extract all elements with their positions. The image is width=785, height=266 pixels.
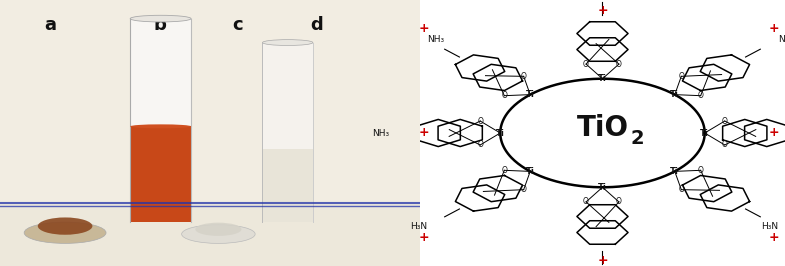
Text: +: +	[418, 127, 429, 139]
Text: Ti: Ti	[526, 90, 535, 99]
Text: Ti: Ti	[526, 167, 535, 176]
Text: NH₃: NH₃	[427, 35, 444, 44]
Bar	[262, 149, 313, 222]
Text: O: O	[616, 197, 622, 206]
Text: O: O	[698, 166, 703, 175]
Text: a: a	[45, 16, 57, 34]
Text: b: b	[153, 16, 166, 34]
Bar	[130, 126, 191, 222]
Text: O: O	[502, 91, 507, 100]
Text: O: O	[678, 72, 685, 81]
Ellipse shape	[195, 223, 242, 236]
Text: Ti: Ti	[598, 183, 607, 192]
Ellipse shape	[262, 40, 313, 45]
Text: Ti: Ti	[598, 74, 607, 83]
Text: +: +	[597, 4, 608, 17]
Text: O: O	[722, 140, 728, 149]
Text: Ti: Ti	[700, 128, 709, 138]
Ellipse shape	[130, 15, 191, 22]
Ellipse shape	[130, 124, 191, 128]
Text: c: c	[232, 16, 243, 34]
Text: O: O	[583, 60, 589, 69]
Ellipse shape	[24, 222, 106, 243]
Text: O: O	[520, 72, 527, 81]
Bar	[0, 0, 420, 202]
Text: Ti: Ti	[670, 90, 679, 99]
Text: O: O	[698, 91, 703, 100]
Text: H₃N: H₃N	[761, 222, 778, 231]
Text: O: O	[520, 185, 527, 194]
Text: NH₃: NH₃	[373, 128, 389, 138]
Text: Ti: Ti	[670, 167, 679, 176]
Text: O: O	[502, 166, 507, 175]
Text: TiO: TiO	[576, 114, 629, 142]
Text: O: O	[678, 185, 685, 194]
Text: +: +	[597, 254, 608, 266]
Text: d: d	[311, 16, 323, 34]
Text: O: O	[616, 60, 622, 69]
Ellipse shape	[38, 218, 93, 235]
Text: +: +	[418, 231, 429, 244]
Bar	[130, 19, 191, 126]
Bar	[262, 43, 313, 149]
Ellipse shape	[181, 225, 255, 243]
Text: Ti: Ti	[496, 128, 505, 138]
Text: 2: 2	[630, 129, 644, 148]
Text: +: +	[769, 22, 780, 35]
Text: O: O	[583, 197, 589, 206]
Text: +: +	[769, 231, 780, 244]
Text: O: O	[722, 117, 728, 126]
Text: +: +	[418, 22, 429, 35]
Text: O: O	[477, 117, 483, 126]
Text: O: O	[477, 140, 483, 149]
Text: +: +	[769, 127, 780, 139]
Text: H₃N: H₃N	[410, 222, 427, 231]
Text: NH₃: NH₃	[778, 35, 785, 44]
